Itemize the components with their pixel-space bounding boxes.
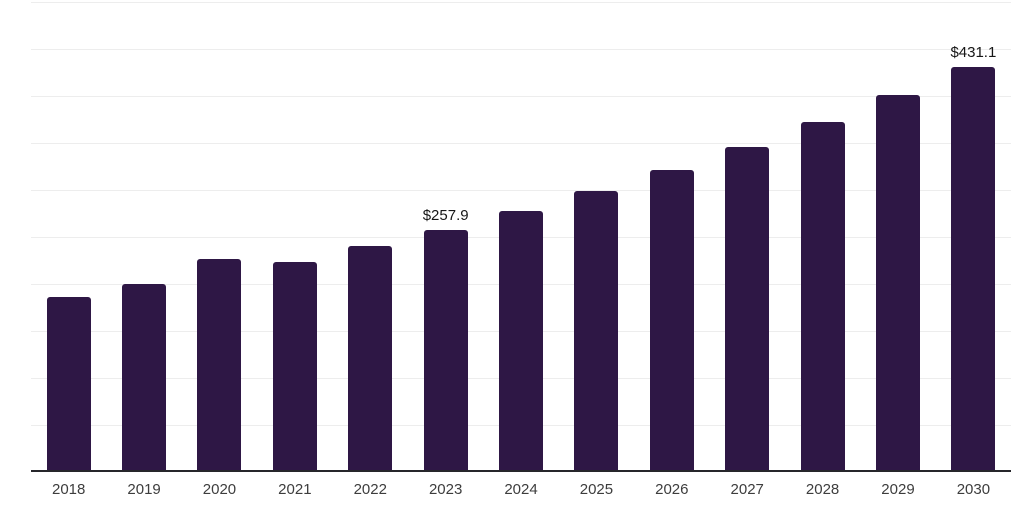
bars-row: $257.9 $431.1 bbox=[31, 0, 1011, 472]
bar-2026 bbox=[649, 169, 694, 472]
bar-2019 bbox=[122, 283, 167, 472]
x-tick-2028: 2028 bbox=[805, 481, 840, 498]
x-axis-line bbox=[31, 470, 1011, 472]
x-tick-2018: 2018 bbox=[52, 481, 86, 498]
bar-column-2021 bbox=[257, 0, 332, 472]
bar-2029 bbox=[875, 95, 920, 472]
bar-column-2022 bbox=[333, 0, 408, 472]
gridline bbox=[31, 190, 1011, 191]
x-tick-2030: 2030 bbox=[956, 481, 991, 498]
x-tick-2029: 2029 bbox=[881, 481, 915, 498]
gridline bbox=[31, 2, 1011, 3]
bar-column-2023: $257.9 bbox=[408, 0, 483, 472]
gridline bbox=[31, 96, 1011, 97]
bar-column-2030: $431.1 bbox=[936, 0, 1011, 472]
bar-column-2028 bbox=[785, 0, 860, 472]
bar-column-2024 bbox=[483, 0, 558, 472]
x-tick-2022: 2022 bbox=[353, 481, 387, 498]
bar-2023 bbox=[423, 229, 468, 472]
x-tick-2023: 2023 bbox=[428, 481, 463, 498]
bar-2018 bbox=[46, 296, 91, 472]
bar-2030 bbox=[951, 66, 996, 472]
bar-column-2020 bbox=[182, 0, 257, 472]
bar-2024 bbox=[499, 211, 544, 472]
x-tick-2021: 2021 bbox=[278, 481, 312, 498]
x-axis-labels: 2018 2019 2020 2021 2022 2023 2024 2025 2026 2027… bbox=[31, 481, 1011, 498]
gridline bbox=[31, 143, 1011, 144]
bar-2020 bbox=[197, 259, 242, 472]
plot-area: $257.9 $431.1 bbox=[31, 0, 1011, 472]
x-tick-2019: 2019 bbox=[127, 481, 161, 498]
bar-column-2018 bbox=[31, 0, 106, 472]
bar-2027 bbox=[725, 146, 770, 472]
x-tick-2026: 2026 bbox=[655, 481, 689, 498]
gridline bbox=[31, 49, 1011, 50]
bar-2028 bbox=[800, 122, 845, 472]
bar-column-2026 bbox=[634, 0, 709, 472]
value-label-2023: $257.9 bbox=[422, 206, 469, 224]
bar-column-2019 bbox=[106, 0, 181, 472]
bar-column-2027 bbox=[710, 0, 785, 472]
x-tick-2024: 2024 bbox=[504, 481, 538, 498]
x-tick-2025: 2025 bbox=[579, 481, 614, 498]
bar-2025 bbox=[574, 191, 619, 472]
bar-column-2029 bbox=[860, 0, 935, 472]
value-label-2030: $431.1 bbox=[950, 43, 997, 61]
bar-2021 bbox=[272, 262, 317, 472]
bar-column-2025 bbox=[559, 0, 634, 472]
x-tick-2027: 2027 bbox=[730, 481, 764, 498]
bar-2022 bbox=[348, 246, 393, 472]
x-tick-2020: 2020 bbox=[202, 481, 237, 498]
